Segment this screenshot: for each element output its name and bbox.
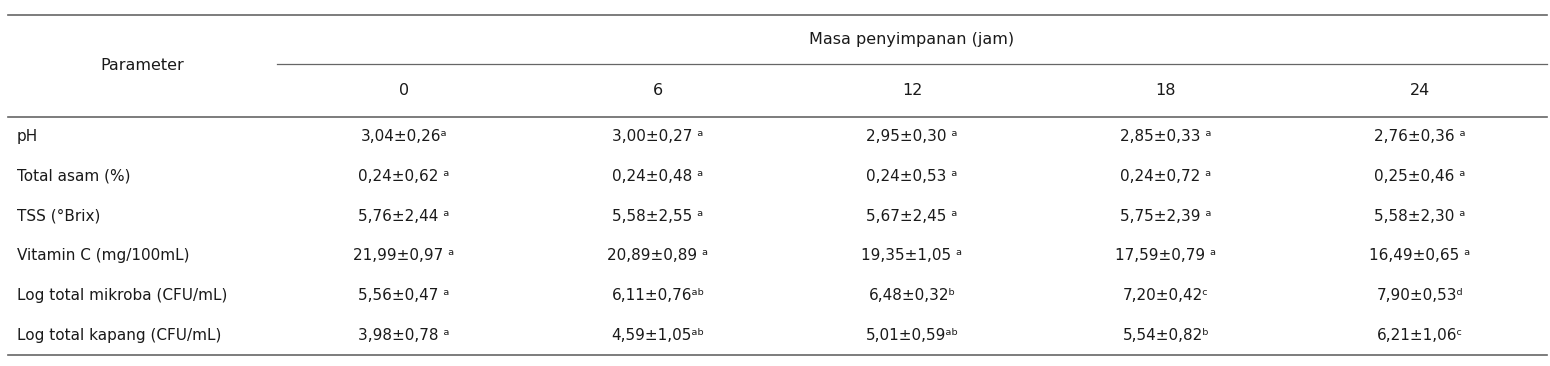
Text: 0,25±0,46 ᵃ: 0,25±0,46 ᵃ [1375,169,1466,184]
Text: 2,85±0,33 ᵃ: 2,85±0,33 ᵃ [1121,129,1212,144]
Text: Parameter: Parameter [101,58,184,73]
Text: 17,59±0,79 ᵃ: 17,59±0,79 ᵃ [1116,248,1217,263]
Text: 2,76±0,36 ᵃ: 2,76±0,36 ᵃ [1375,129,1466,144]
Text: 7,90±0,53ᵈ: 7,90±0,53ᵈ [1376,288,1463,303]
Text: Masa penyimpanan (jam): Masa penyimpanan (jam) [809,31,1015,46]
Text: 0,24±0,48 ᵃ: 0,24±0,48 ᵃ [612,169,704,184]
Text: 6: 6 [653,83,663,98]
Text: Total asam (%): Total asam (%) [17,169,130,184]
Text: 6,21±1,06ᶜ: 6,21±1,06ᶜ [1376,328,1463,343]
Text: 3,98±0,78 ᵃ: 3,98±0,78 ᵃ [358,328,449,343]
Text: 5,56±0,47 ᵃ: 5,56±0,47 ᵃ [358,288,449,303]
Text: 6,11±0,76ᵃᵇ: 6,11±0,76ᵃᵇ [611,288,705,303]
Text: 3,04±0,26ᵃ: 3,04±0,26ᵃ [361,129,448,144]
Text: 3,00±0,27 ᵃ: 3,00±0,27 ᵃ [612,129,704,144]
Text: 16,49±0,65 ᵃ: 16,49±0,65 ᵃ [1369,248,1471,263]
Text: 2,95±0,30 ᵃ: 2,95±0,30 ᵃ [866,129,958,144]
Text: 5,76±2,44 ᵃ: 5,76±2,44 ᵃ [358,209,449,224]
Text: 21,99±0,97 ᵃ: 21,99±0,97 ᵃ [353,248,454,263]
Text: Vitamin C (mg/100mL): Vitamin C (mg/100mL) [17,248,189,263]
Text: 5,58±2,30 ᵃ: 5,58±2,30 ᵃ [1375,209,1466,224]
Text: Log total kapang (CFU/mL): Log total kapang (CFU/mL) [17,328,222,343]
Text: 0,24±0,72 ᵃ: 0,24±0,72 ᵃ [1121,169,1212,184]
Text: 18: 18 [1156,83,1176,98]
Text: 5,01±0,59ᵃᵇ: 5,01±0,59ᵃᵇ [865,328,958,343]
Text: TSS (°Brix): TSS (°Brix) [17,209,101,224]
Text: 4,59±1,05ᵃᵇ: 4,59±1,05ᵃᵇ [612,328,705,343]
Text: 0,24±0,53 ᵃ: 0,24±0,53 ᵃ [866,169,958,184]
Text: Log total mikroba (CFU/mL): Log total mikroba (CFU/mL) [17,288,228,303]
Text: 19,35±1,05 ᵃ: 19,35±1,05 ᵃ [862,248,963,263]
Text: 12: 12 [902,83,922,98]
Text: 7,20±0,42ᶜ: 7,20±0,42ᶜ [1124,288,1209,303]
Text: 5,75±2,39 ᵃ: 5,75±2,39 ᵃ [1121,209,1212,224]
Text: 6,48±0,32ᵇ: 6,48±0,32ᵇ [868,288,955,303]
Text: pH: pH [17,129,39,144]
Text: 0,24±0,62 ᵃ: 0,24±0,62 ᵃ [358,169,449,184]
Text: 5,67±2,45 ᵃ: 5,67±2,45 ᵃ [866,209,958,224]
Text: 20,89±0,89 ᵃ: 20,89±0,89 ᵃ [608,248,708,263]
Text: 5,54±0,82ᵇ: 5,54±0,82ᵇ [1122,328,1209,343]
Text: 0: 0 [398,83,409,98]
Text: 24: 24 [1410,83,1431,98]
Text: 5,58±2,55 ᵃ: 5,58±2,55 ᵃ [612,209,704,224]
